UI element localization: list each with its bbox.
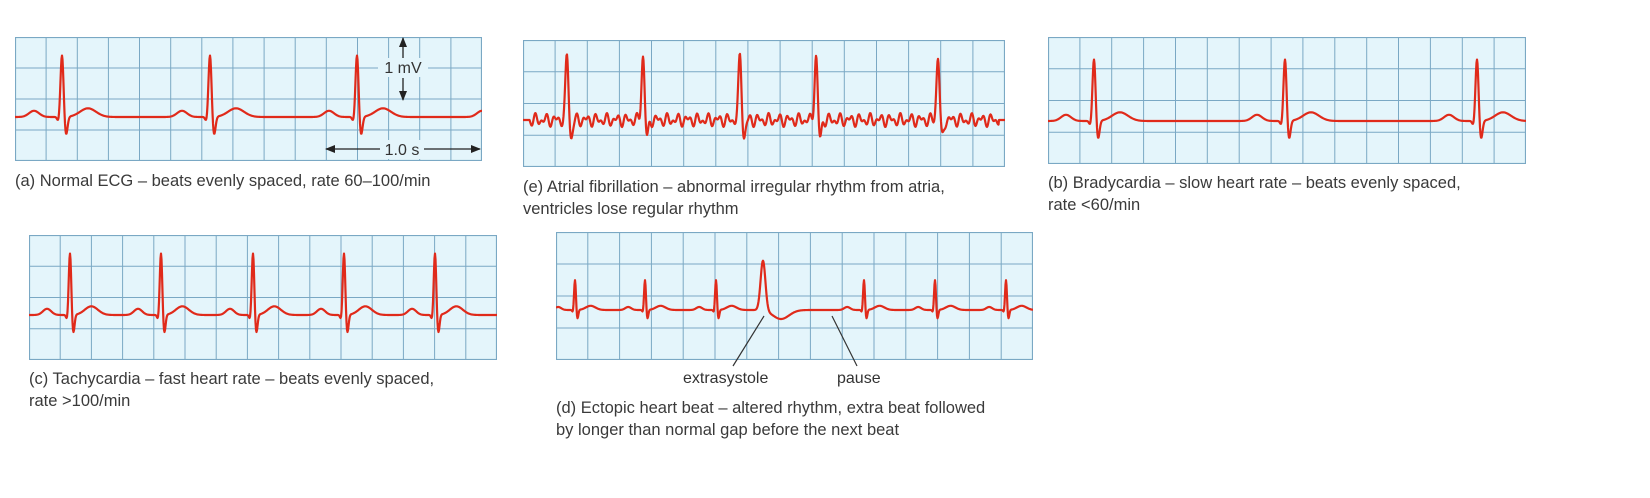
caption-ectopic-line-1: (d) Ectopic heart beat – altered rhythm,…: [556, 399, 986, 417]
ecg-panel-tachycardia: [29, 235, 497, 360]
caption-tachycardia: (c) Tachycardia – fast heart rate – beat…: [29, 368, 434, 412]
caption-atrial-fibrillation-line-2: ventricles lose regular rhythm: [523, 200, 739, 218]
tachycardia-border: [29, 235, 497, 360]
ecg-strip-tachycardia: [29, 235, 497, 360]
caption-atrial-fibrillation-line-1: (e) Atrial fibrillation – abnormal irreg…: [523, 178, 945, 196]
ecg-strip-atrial-fibrillation: [523, 40, 1005, 167]
caption-ectopic: (d) Ectopic heart beat – altered rhythm,…: [556, 397, 985, 441]
ectopic-trace: [556, 259, 1033, 321]
caption-bradycardia: (b) Bradycardia – slow heart rate – beat…: [1048, 172, 1461, 216]
ecg-panel-ectopic: [556, 232, 1033, 360]
caption-normal: (a) Normal ECG – beats evenly spaced, ra…: [15, 170, 430, 192]
pause-label: pause: [837, 370, 881, 387]
bradycardia-trace: [1048, 58, 1526, 139]
extrasystole-label: extrasystole: [683, 370, 768, 387]
ecg-panel-normal: [15, 37, 482, 161]
ecg-strip-normal: [15, 37, 482, 161]
normal-trace: [15, 54, 482, 135]
ecg-panel-atrial-fibrillation: [523, 40, 1005, 167]
caption-ectopic-line-2: by longer than normal gap before the nex…: [556, 421, 900, 439]
atrial-fibrillation-border: [523, 40, 1005, 167]
tachycardia-trace: [29, 252, 497, 334]
ectopic-border: [556, 232, 1033, 360]
caption-bradycardia-line-2: rate <60/min: [1048, 196, 1141, 214]
caption-tachycardia-line-2: rate >100/min: [29, 392, 131, 410]
caption-bradycardia-line-1: (b) Bradycardia – slow heart rate – beat…: [1048, 174, 1461, 192]
caption-atrial-fibrillation: (e) Atrial fibrillation – abnormal irreg…: [523, 176, 945, 220]
caption-tachycardia-line-1: (c) Tachycardia – fast heart rate – beat…: [29, 370, 435, 388]
caption-normal-line-1: (a) Normal ECG – beats evenly spaced, ra…: [15, 172, 431, 190]
bradycardia-border: [1048, 37, 1526, 164]
atrial-fibrillation-trace: [523, 52, 1005, 140]
ecg-strip-bradycardia: [1048, 37, 1526, 164]
ecg-strip-ectopic: [556, 232, 1033, 360]
ecg-panel-bradycardia: [1048, 37, 1526, 164]
normal-border: [15, 37, 482, 161]
